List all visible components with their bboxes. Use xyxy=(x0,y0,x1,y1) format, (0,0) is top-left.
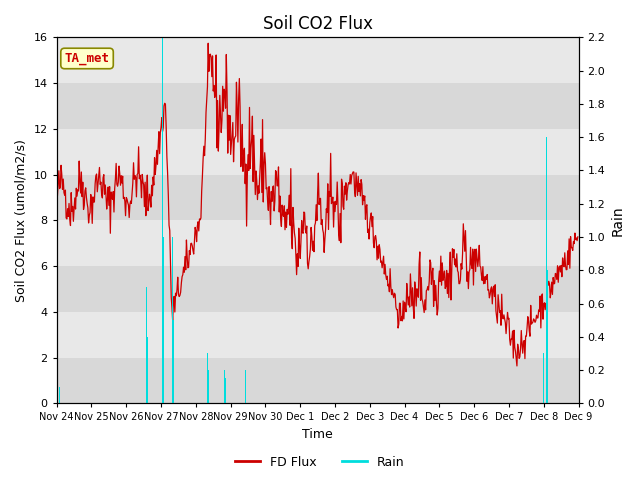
Bar xyxy=(547,270,548,403)
Bar xyxy=(208,370,209,403)
Bar xyxy=(57,83,579,129)
Bar xyxy=(207,353,208,403)
Bar xyxy=(57,358,579,403)
Y-axis label: Rain: Rain xyxy=(611,205,625,236)
Bar xyxy=(57,266,579,312)
Bar xyxy=(57,175,579,220)
Title: Soil CO2 Flux: Soil CO2 Flux xyxy=(262,15,372,33)
Bar xyxy=(57,220,579,266)
Bar xyxy=(146,287,147,403)
X-axis label: Time: Time xyxy=(302,428,333,441)
Bar xyxy=(162,37,163,403)
Bar xyxy=(225,378,226,403)
Legend: FD Flux, Rain: FD Flux, Rain xyxy=(230,451,410,474)
Y-axis label: Soil CO2 Flux (umol/m2/s): Soil CO2 Flux (umol/m2/s) xyxy=(15,139,28,302)
Bar xyxy=(337,370,339,403)
Bar xyxy=(163,237,164,403)
Bar xyxy=(57,129,579,175)
Bar xyxy=(57,37,579,83)
Bar xyxy=(244,370,246,403)
Text: TA_met: TA_met xyxy=(65,52,109,65)
Bar xyxy=(172,237,173,403)
Bar xyxy=(57,312,579,358)
Bar xyxy=(147,337,148,403)
Bar xyxy=(543,353,544,403)
